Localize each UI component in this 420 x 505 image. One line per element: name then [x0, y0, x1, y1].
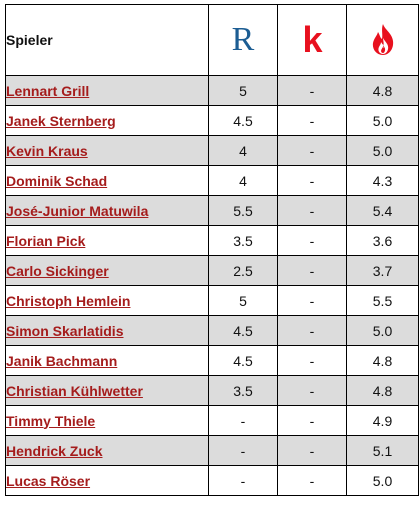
player-link[interactable]: José-Junior Matuwila [6, 202, 149, 219]
rating-k-cell: - [277, 105, 347, 136]
rating-flame-cell: 4.3 [346, 165, 419, 196]
table-row: Christian Kühlwetter 3.5 - 4.8 [5, 375, 419, 406]
table-row: Janik Bachmann 4.5 - 4.8 [5, 345, 419, 376]
player-link[interactable]: Lennart Grill [6, 82, 90, 99]
rating-k-cell: - [277, 375, 347, 406]
player-link[interactable]: Florian Pick [6, 232, 86, 249]
rating-flame-cell: 3.6 [346, 225, 419, 256]
rating-flame-cell: 4.8 [346, 375, 419, 406]
rating-k-cell: - [277, 135, 347, 166]
table-row: Timmy Thiele - - 4.9 [5, 405, 419, 436]
rating-r-cell: 2.5 [208, 255, 278, 286]
table-header-row: Spieler R k [5, 4, 419, 76]
rating-r-cell: 5 [208, 285, 278, 316]
rating-k-cell: - [277, 315, 347, 346]
player-link[interactable]: Hendrick Zuck [6, 442, 103, 459]
player-name-cell: Simon Skarlatidis [5, 315, 209, 346]
table-row: Kevin Kraus 4 - 5.0 [5, 135, 419, 166]
player-name-cell: Lennart Grill [5, 75, 209, 106]
rating-r-cell: 5.5 [208, 195, 278, 226]
table-row: Dominik Schad 4 - 4.3 [5, 165, 419, 196]
rating-flame-cell: 5.4 [346, 195, 419, 226]
rating-k-cell: - [277, 225, 347, 256]
table-row: Simon Skarlatidis 4.5 - 5.0 [5, 315, 419, 346]
player-link[interactable]: Kevin Kraus [6, 142, 88, 159]
rating-flame-cell: 5.0 [346, 105, 419, 136]
rating-k-cell: - [277, 405, 347, 436]
player-name-cell: Carlo Sickinger [5, 255, 209, 286]
rating-r-cell: 3.5 [208, 225, 278, 256]
player-link[interactable]: Lucas Röser [6, 472, 91, 489]
player-link[interactable]: Dominik Schad [6, 172, 108, 189]
player-name-cell: Christoph Hemlein [5, 285, 209, 316]
table-row: Janek Sternberg 4.5 - 5.0 [5, 105, 419, 136]
player-link[interactable]: Simon Skarlatidis [6, 322, 124, 339]
rating-flame-cell: 5.0 [346, 135, 419, 166]
player-name-cell: Christian Kühlwetter [5, 375, 209, 406]
rating-r-cell: 5 [208, 75, 278, 106]
rating-flame-cell: 4.9 [346, 405, 419, 436]
rating-k-cell: - [277, 285, 347, 316]
source-flame-column-header [346, 4, 419, 76]
rating-r-cell: 4.5 [208, 105, 278, 136]
source-k-column-header: k [277, 4, 347, 76]
table-row: Florian Pick 3.5 - 3.6 [5, 225, 419, 256]
rating-r-cell: 3.5 [208, 375, 278, 406]
player-name-cell: Lucas Röser [5, 465, 209, 496]
rating-k-cell: - [277, 195, 347, 226]
rating-flame-cell: 4.8 [346, 345, 419, 376]
rating-flame-cell: 5.5 [346, 285, 419, 316]
rating-r-cell: 4.5 [208, 345, 278, 376]
player-name-cell: Florian Pick [5, 225, 209, 256]
player-link[interactable]: Christian Kühlwetter [6, 382, 143, 399]
rating-flame-cell: 4.8 [346, 75, 419, 106]
rating-flame-cell: 5.1 [346, 435, 419, 466]
flame-logo-icon [372, 24, 393, 55]
table-row: Lucas Röser - - 5.0 [5, 465, 419, 496]
rating-r-cell: - [208, 465, 278, 496]
table-row: Lennart Grill 5 - 4.8 [5, 75, 419, 106]
player-ratings-table: Spieler R k Lennart Grill [5, 4, 419, 496]
player-name-cell: Timmy Thiele [5, 405, 209, 436]
player-link[interactable]: Timmy Thiele [6, 412, 96, 429]
player-link[interactable]: Carlo Sickinger [6, 262, 109, 279]
rating-k-cell: - [277, 255, 347, 286]
rating-flame-cell: 5.0 [346, 465, 419, 496]
player-name-cell: Janik Bachmann [5, 345, 209, 376]
k-logo-icon: k [302, 19, 322, 60]
rating-r-cell: 4 [208, 135, 278, 166]
rating-k-cell: - [277, 465, 347, 496]
player-rows: Lennart Grill 5 - 4.8 Janek Sternberg 4.… [5, 75, 419, 496]
player-name-cell: Hendrick Zuck [5, 435, 209, 466]
player-name-cell: Janek Sternberg [5, 105, 209, 136]
rating-k-cell: - [277, 75, 347, 106]
player-name-cell: Kevin Kraus [5, 135, 209, 166]
rating-k-cell: - [277, 165, 347, 196]
table-row: José-Junior Matuwila 5.5 - 5.4 [5, 195, 419, 226]
rating-r-cell: - [208, 405, 278, 436]
source-r-column-header: R [208, 4, 278, 76]
rating-flame-cell: 5.0 [346, 315, 419, 346]
rating-r-cell: - [208, 435, 278, 466]
rating-k-cell: - [277, 345, 347, 376]
rating-flame-cell: 3.7 [346, 255, 419, 286]
player-name-cell: José-Junior Matuwila [5, 195, 209, 226]
rating-r-cell: 4 [208, 165, 278, 196]
rating-k-cell: - [277, 435, 347, 466]
table-row: Christoph Hemlein 5 - 5.5 [5, 285, 419, 316]
table-row: Carlo Sickinger 2.5 - 3.7 [5, 255, 419, 286]
player-link[interactable]: Christoph Hemlein [6, 292, 131, 309]
table-row: Hendrick Zuck - - 5.1 [5, 435, 419, 466]
player-name-cell: Dominik Schad [5, 165, 209, 196]
rating-r-cell: 4.5 [208, 315, 278, 346]
player-column-header: Spieler [5, 4, 209, 76]
player-link[interactable]: Janik Bachmann [6, 352, 118, 369]
r-logo-icon: R [231, 21, 255, 58]
player-link[interactable]: Janek Sternberg [6, 112, 116, 129]
